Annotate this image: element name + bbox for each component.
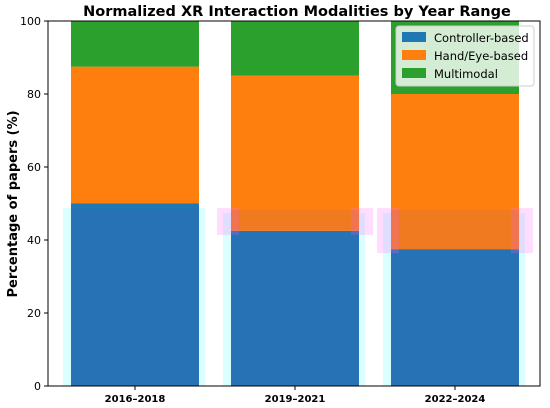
overlay-mark [351, 208, 373, 235]
bar-hand-eye-based-2019-2021 [231, 75, 359, 231]
legend-label-hand-eye-based: Hand/Eye-based [434, 49, 528, 63]
y-tick-label: 20 [27, 307, 41, 320]
y-tick-label: 0 [34, 380, 41, 393]
bar-hand-eye-based-2016-2018 [71, 66, 199, 204]
overlay-layer [71, 208, 533, 386]
legend-label-controller-based: Controller-based [434, 31, 529, 45]
bar-multimodal-2019-2021 [231, 21, 359, 76]
bar-controller-based-2019-2021 [231, 230, 359, 386]
legend-label-multimodal: Multimodal [434, 67, 498, 81]
bar-controller-based-2016-2018 [71, 203, 199, 386]
chart-title: Normalized XR Interaction Modalities by … [83, 4, 511, 20]
y-tick-label: 60 [27, 161, 41, 174]
overlay-mark [391, 210, 519, 386]
x-tick-label: 2022–2024 [425, 394, 486, 404]
x-tick-label: 2016–2018 [105, 394, 166, 404]
legend-swatch-hand-eye-based [402, 50, 426, 60]
axes-layer: 0 20 40 60 80 100 2016–2018 2019–2021 2022–2024 [20, 15, 541, 405]
overlay-mark [217, 208, 239, 235]
overlay-mark [71, 210, 199, 386]
y-axis-label: Percentage of papers (%) [6, 110, 21, 297]
x-tick-label: 2019–2021 [265, 394, 326, 404]
bar-hand-eye-based-2022-2024 [391, 94, 519, 250]
bar-multimodal-2016-2018 [71, 21, 199, 67]
overlay-mark [231, 210, 359, 386]
legend-swatch-controller-based [402, 32, 426, 42]
bars-layer [71, 21, 519, 386]
overlay-mark [377, 208, 399, 254]
bar-controller-based-2022-2024 [391, 249, 519, 386]
legend-box [395, 25, 535, 87]
y-tick-label: 100 [20, 15, 41, 28]
overlay-mark [511, 208, 533, 254]
plot-frame [47, 20, 541, 387]
y-tick-label: 40 [27, 234, 41, 247]
legend-swatch-multimodal [402, 68, 426, 78]
legend: Controller-based Hand/Eye-based Multimodal [395, 25, 535, 87]
y-tick-label: 80 [27, 88, 41, 101]
